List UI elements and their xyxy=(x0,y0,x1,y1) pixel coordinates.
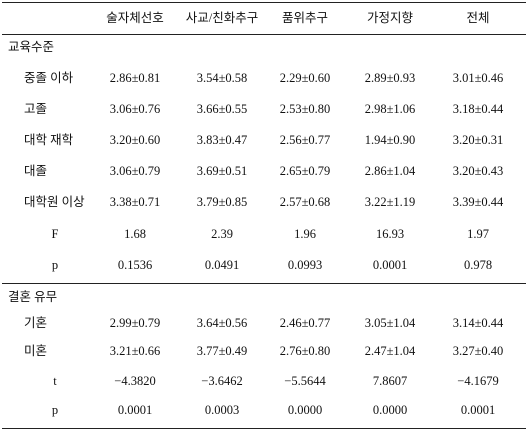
cell: 3.20±0.31 xyxy=(452,133,504,147)
stat-label: F xyxy=(51,227,59,241)
cell: 3.21±0.66 xyxy=(109,344,161,358)
cell: 3.69±0.51 xyxy=(196,164,248,178)
stat-cell: 1.68 xyxy=(124,227,146,241)
cell: 3.20±0.60 xyxy=(109,133,161,147)
cell: 3.05±1.04 xyxy=(364,316,416,330)
stat-cell: −4.3820 xyxy=(114,374,156,388)
stat-cell: −3.6462 xyxy=(201,374,243,388)
stat-cell: −5.5644 xyxy=(284,374,326,388)
column-header: 술자체선호 xyxy=(106,11,164,25)
cell: 2.89±0.93 xyxy=(364,71,416,85)
header-rule xyxy=(2,34,526,35)
stat-label: p xyxy=(51,403,59,417)
cell: 2.86±1.04 xyxy=(364,164,416,178)
cell: 3.54±0.58 xyxy=(196,71,248,85)
stat-cell: 0.0993 xyxy=(287,258,323,272)
stat-cell: 0.0491 xyxy=(204,258,240,272)
stat-cell: 1.96 xyxy=(294,227,316,241)
stat-cell: 0.1536 xyxy=(117,258,153,272)
cell: 1.94±0.90 xyxy=(364,133,416,147)
stat-cell: 2.39 xyxy=(211,227,233,241)
cell: 3.64±0.56 xyxy=(196,316,248,330)
column-header: 가정지향 xyxy=(366,11,414,25)
cell: 2.86±0.81 xyxy=(109,71,161,85)
section-rule xyxy=(2,283,526,284)
section-title: 교육수준 xyxy=(8,40,55,54)
row-label: 미혼 xyxy=(24,344,48,358)
row-label: 중졸 이하 xyxy=(24,71,74,85)
column-header: 품위추구 xyxy=(281,11,329,25)
cell: 3.18±0.44 xyxy=(452,102,504,116)
stat-cell: 0.0001 xyxy=(372,258,408,272)
stat-cell: 0.0003 xyxy=(204,403,240,417)
column-header: 사교/친화추구 xyxy=(185,11,259,25)
row-label: 대학원 이상 xyxy=(24,195,85,209)
cell: 3.39±0.44 xyxy=(452,195,504,209)
cell: 3.14±0.44 xyxy=(452,316,504,330)
row-label: 대학 재학 xyxy=(24,133,74,147)
row-label: 기혼 xyxy=(24,316,48,330)
stat-cell: 0.0000 xyxy=(372,403,408,417)
stat-label: p xyxy=(51,258,59,272)
cell: 3.79±0.85 xyxy=(196,195,248,209)
cell: 3.06±0.76 xyxy=(109,102,161,116)
bottom-rule xyxy=(2,428,526,429)
stat-cell: 0.0001 xyxy=(117,403,153,417)
cell: 3.77±0.49 xyxy=(196,344,248,358)
stat-cell: 0.0000 xyxy=(287,403,323,417)
cell: 2.47±1.04 xyxy=(364,344,416,358)
cell: 2.56±0.77 xyxy=(279,133,331,147)
stat-cell: 1.97 xyxy=(467,227,489,241)
cell: 3.20±0.43 xyxy=(452,164,504,178)
stat-cell: 7.8607 xyxy=(372,374,408,388)
section-title: 결혼 유무 xyxy=(8,290,58,304)
cell: 2.98±1.06 xyxy=(364,102,416,116)
cell: 2.65±0.79 xyxy=(279,164,331,178)
cell: 3.27±0.40 xyxy=(452,344,504,358)
cell: 2.76±0.80 xyxy=(279,344,331,358)
column-header: 전체 xyxy=(466,11,490,25)
stat-cell: 0.0001 xyxy=(460,403,496,417)
stat-cell: −4.1679 xyxy=(457,374,499,388)
stat-cell: 0.978 xyxy=(463,258,493,272)
top-rule xyxy=(2,2,526,3)
cell: 3.06±0.79 xyxy=(109,164,161,178)
cell: 2.46±0.77 xyxy=(279,316,331,330)
cell: 3.22±1.19 xyxy=(364,195,416,209)
cell: 2.53±0.80 xyxy=(279,102,331,116)
cell: 3.66±0.55 xyxy=(196,102,248,116)
cell: 3.83±0.47 xyxy=(196,133,248,147)
cell: 2.29±0.60 xyxy=(279,71,331,85)
cell: 2.57±0.68 xyxy=(279,195,331,209)
cell: 2.99±0.79 xyxy=(109,316,161,330)
row-label: 고졸 xyxy=(24,102,48,116)
cell: 3.01±0.46 xyxy=(452,71,504,85)
row-label: 대졸 xyxy=(24,164,48,178)
cell: 3.38±0.71 xyxy=(109,195,161,209)
stat-label: t xyxy=(53,374,57,388)
stat-cell: 16.93 xyxy=(375,227,405,241)
